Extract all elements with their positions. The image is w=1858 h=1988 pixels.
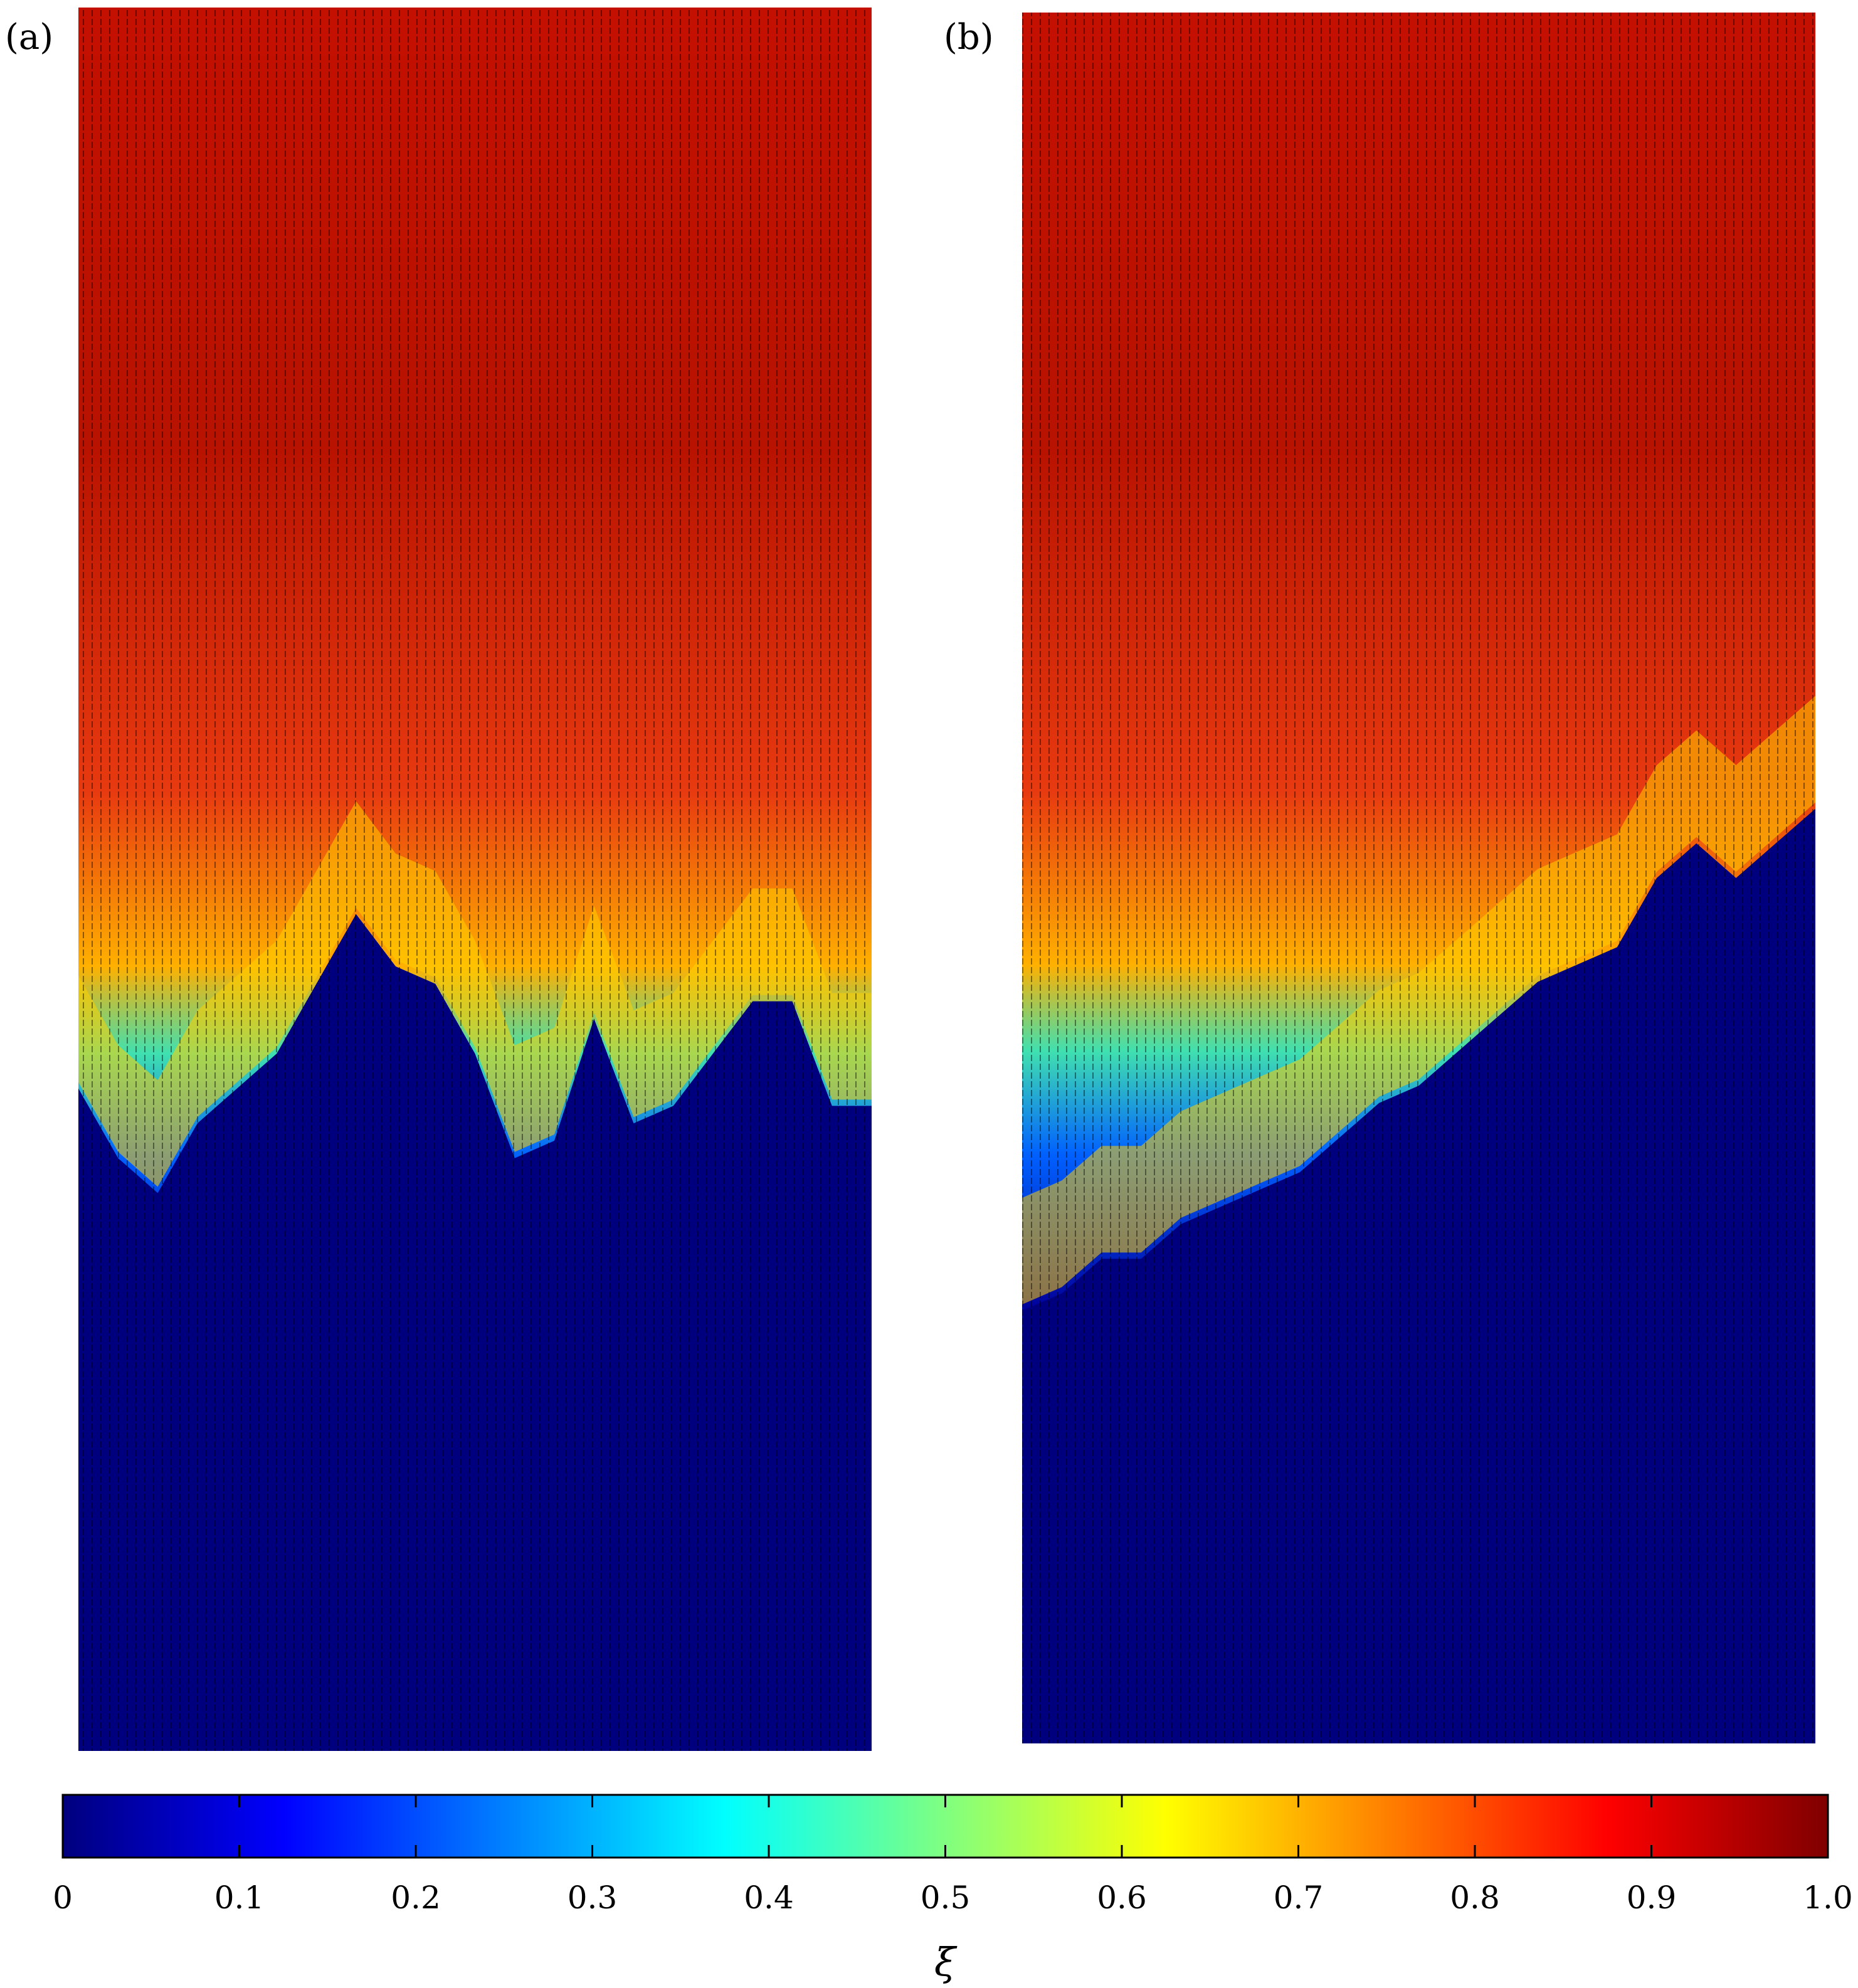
colorbar-tick-label: 0.1 <box>214 1880 265 1916</box>
colorbar-tick-label: 0.3 <box>567 1880 618 1916</box>
colorbar-tick-label: 0.2 <box>391 1880 441 1916</box>
colorbar-ticks: 0 0.1 0.2 0.3 0.4 0.5 0.6 0.7 0.8 0.9 1.0 <box>53 1795 1853 1916</box>
colorbar-tick-label: 1.0 <box>1803 1880 1853 1916</box>
panel-b: (b) <box>944 13 1815 1743</box>
colorbar-tick-label: 0.6 <box>1097 1880 1147 1916</box>
colorbar: 0 0.1 0.2 0.3 0.4 0.5 0.6 0.7 0.8 0.9 1.0 ξ <box>53 1794 1853 1985</box>
colorbar-tick-label: 0.9 <box>1627 1880 1677 1916</box>
colorbar-label: ξ <box>934 1939 958 1985</box>
panel-a-velocity-vectors <box>78 8 872 1751</box>
panel-b-velocity-vectors <box>1022 13 1815 1743</box>
colorbar-tick-label: 0.8 <box>1450 1880 1500 1916</box>
panel-a-label: (a) <box>5 17 53 58</box>
panel-a: (a) <box>5 8 872 1751</box>
colorbar-tick-label: 0.4 <box>744 1880 794 1916</box>
panel-b-label: (b) <box>944 17 994 58</box>
colorbar-tick-label: 0 <box>53 1880 73 1916</box>
colorbar-tick-label: 0.7 <box>1274 1880 1324 1916</box>
colorbar-tick-label: 0.5 <box>921 1880 971 1916</box>
